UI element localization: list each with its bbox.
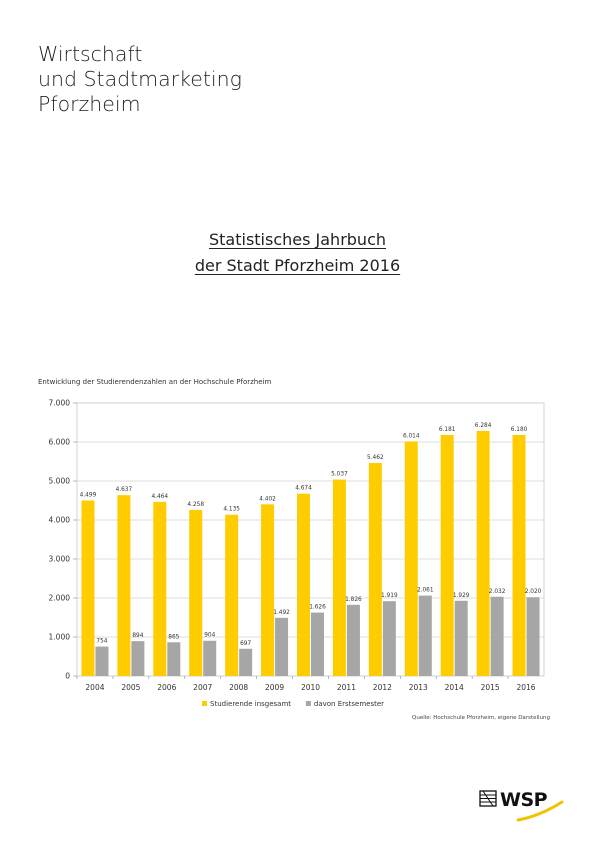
data-label-studierende-insgesamt: 4.258 [187,502,204,508]
y-tick-label: 5.000 [49,477,71,486]
data-label-studierende-insgesamt: 6.180 [511,427,528,433]
document-title-line-2: der Stadt Pforzheim 2016 [194,256,401,275]
data-label-erstsemester: 1.492 [273,610,290,616]
x-tick-label: 2012 [373,683,392,692]
data-label-erstsemester: 1.626 [309,605,326,611]
document-title: Statistisches Jahrbuch der Stadt Pforzhe… [0,227,595,279]
y-tick-label: 4.000 [49,516,71,525]
y-tick-label: 2.000 [49,594,71,603]
chart-source-note: Quelle: Hochschule Pforzheim, eigene Dar… [412,715,550,721]
data-label-erstsemester: 1.929 [453,593,470,599]
data-label-studierende-insgesamt: 4.674 [295,486,312,492]
legend-label: davon Erstsemester [314,700,384,708]
document-title-line-1: Statistisches Jahrbuch [208,230,387,249]
x-tick-label: 2013 [409,683,428,692]
legend-swatch [305,701,311,706]
legend-label: Studierende insgesamt [210,700,291,708]
bar-erstsemester [95,646,109,676]
x-tick-label: 2015 [481,683,500,692]
x-tick-label: 2006 [157,683,176,692]
bar-studierende-insgesamt [261,504,275,676]
y-tick-label: 7.000 [49,399,71,408]
bar-erstsemester [454,600,468,676]
bar-erstsemester [490,596,504,676]
bar-studierende-insgesamt [225,514,239,676]
bar-erstsemester [275,617,289,676]
bar-erstsemester [418,595,432,676]
bar-erstsemester [346,604,360,676]
bar-studierende-insgesamt [368,462,382,676]
data-label-erstsemester: 2.032 [489,589,506,595]
wsp-logo-mark [479,790,564,822]
data-label-erstsemester: 2.061 [417,588,434,594]
x-tick-label: 2014 [445,683,464,692]
data-label-studierende-insgesamt: 5.462 [367,455,384,461]
legend-swatch [202,701,207,706]
bar-erstsemester [203,640,217,676]
data-label-erstsemester: 894 [132,633,143,639]
bar-studierende-insgesamt [153,501,167,676]
data-label-studierende-insgesamt: 5.037 [331,472,348,478]
data-label-studierende-insgesamt: 4.135 [223,507,240,513]
data-label-erstsemester: 1.826 [345,597,362,603]
data-label-studierende-insgesamt: 4.464 [152,494,169,500]
bar-studierende-insgesamt [476,430,490,676]
x-tick-label: 2007 [193,683,212,692]
bar-studierende-insgesamt [297,493,310,676]
bar-studierende-insgesamt [332,479,346,676]
data-label-studierende-insgesamt: 4.499 [80,493,97,499]
bar-erstsemester [239,648,253,676]
data-label-erstsemester: 697 [240,641,251,647]
bar-erstsemester [167,642,181,676]
bar-erstsemester [311,612,324,676]
x-tick-label: 2016 [516,683,535,692]
data-label-studierende-insgesamt: 6.014 [403,433,420,439]
data-label-erstsemester: 904 [204,633,215,639]
data-label-erstsemester: 754 [96,639,107,645]
bar-studierende-insgesamt [189,509,203,676]
data-label-erstsemester: 865 [168,634,179,640]
bar-studierende-insgesamt [81,500,95,676]
bar-chart: 0 1.000 2.000 3.000 4.000 5.000 6.000 7.000 4.49… [49,399,545,708]
data-label-studierende-insgesamt: 6.181 [439,427,456,433]
org-line-1: Wirtschaft [38,42,143,66]
bar-studierende-insgesamt [440,434,454,676]
organization-name: Wirtschaft und Stadtmarketing Pforzheim [38,42,242,117]
wsp-logo: WSP [478,786,568,826]
x-tick-label: 2005 [121,683,140,692]
y-tick-label: 1.000 [49,633,71,642]
org-line-2: und Stadtmarketing [38,67,242,91]
bar-erstsemester [526,597,540,676]
data-label-studierende-insgesamt: 4.637 [116,487,133,493]
x-tick-label: 2008 [229,683,248,692]
data-label-studierende-insgesamt: 6.284 [475,423,492,429]
x-tick-label: 2011 [337,683,356,692]
bar-erstsemester [131,641,145,676]
org-line-3: Pforzheim [38,92,141,116]
x-tick-label: 2009 [265,683,284,692]
bar-studierende-insgesamt [512,434,526,676]
data-label-studierende-insgesamt: 4.402 [259,496,276,502]
bar-studierende-insgesamt [404,441,418,676]
plot-area-frame [76,402,545,677]
wsp-logo-text: WSP [500,789,548,811]
bar-erstsemester [382,601,396,676]
y-tick-label: 6.000 [49,438,71,447]
x-tick-label: 2010 [301,683,320,692]
y-tick-label: 3.000 [49,555,71,564]
chart-title: Entwicklung der Studierendenzahlen an de… [38,378,272,386]
data-label-erstsemester: 1.919 [381,593,398,599]
bar-studierende-insgesamt [117,495,131,676]
x-tick-label: 2004 [85,683,104,692]
y-tick-label: 0 [65,672,70,681]
data-label-erstsemester: 2.020 [525,589,542,595]
